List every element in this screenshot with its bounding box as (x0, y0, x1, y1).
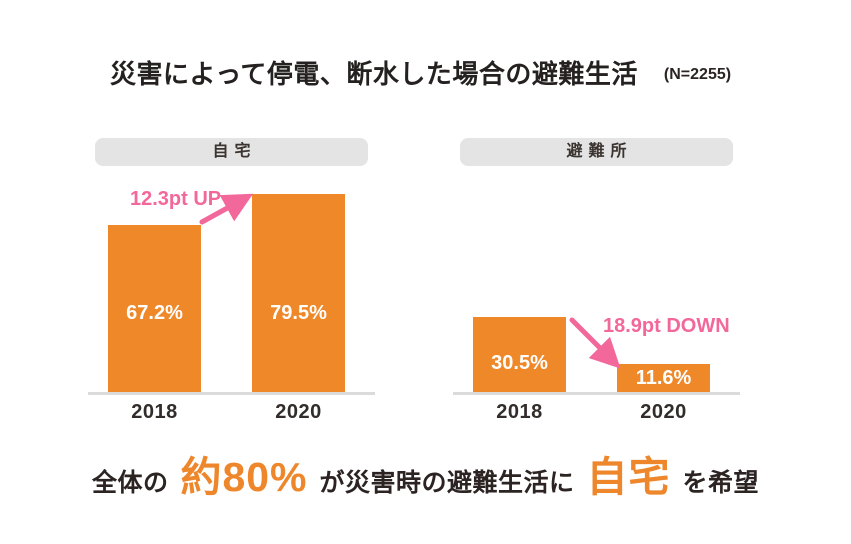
x-tick-home-2018: 2018 (131, 401, 178, 423)
plot-area-home: 67.2% 79.5% (95, 193, 368, 393)
bar-value-label-home-2020: 79.5% (270, 302, 327, 324)
summary-text: 全体の 約80% が災害時の避難生活に 自宅 を希望 (0, 443, 851, 515)
bar-home-2020: 79.5% (252, 194, 345, 393)
title-row: 災害によって停電、断水した場合の避難生活 (N=2255) (110, 54, 731, 91)
chart-panel-shelter: 避難所 30.5% 11.6% 2018 2020 (453, 138, 740, 438)
x-tick-home-2020: 2020 (275, 401, 322, 423)
down-arrow-icon (569, 317, 621, 369)
summary-segment-3: が災害時の避難生活に (319, 469, 575, 497)
annotation-down-label: 18.9pt DOWN (603, 315, 730, 337)
chart-header-home: 自宅 (95, 138, 368, 166)
chart-header-shelter: 避難所 (460, 138, 733, 166)
bar-shelter-2018: 30.5% (473, 316, 566, 393)
bar-shelter-2020: 11.6% (617, 364, 710, 393)
annotation-up-label: 12.3pt UP (130, 188, 222, 210)
summary-segment-2-highlight: 約80% (180, 454, 308, 500)
x-axis-line-shelter (453, 392, 740, 395)
x-axis-line-home (88, 392, 375, 395)
x-tick-shelter-2018: 2018 (496, 401, 543, 423)
sample-size-label: (N=2255) (663, 65, 732, 83)
bar-value-label-shelter-2018: 30.5% (491, 352, 548, 374)
chart-panel-home: 自宅 67.2% 79.5% 2018 2020 (88, 138, 375, 438)
summary-segment-1: 全体の (91, 469, 169, 497)
plot-area-shelter: 30.5% 11.6% (460, 193, 733, 393)
page-title: 災害によって停電、断水した場合の避難生活 (110, 59, 638, 89)
x-tick-shelter-2020: 2020 (640, 401, 687, 423)
bar-value-label-home-2018: 67.2% (126, 302, 183, 324)
summary-segment-5: を希望 (682, 469, 760, 497)
up-arrow-icon (199, 193, 254, 225)
bar-value-label-shelter-2020: 11.6% (635, 367, 692, 389)
bar-home-2018: 67.2% (108, 225, 201, 393)
summary-segment-4-highlight: 自宅 (586, 454, 671, 500)
